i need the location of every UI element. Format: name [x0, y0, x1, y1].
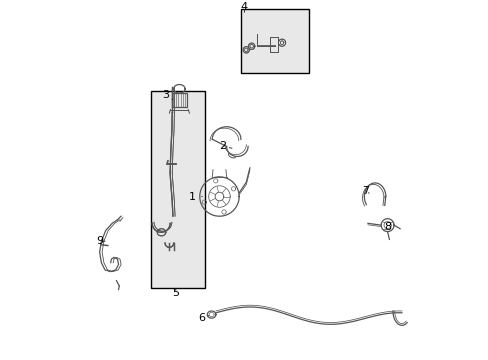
Bar [171, 93, 186, 107]
Text: 5: 5 [172, 288, 179, 298]
Bar [151, 91, 205, 288]
Text: 9: 9 [96, 236, 105, 246]
Text: 2: 2 [219, 141, 231, 152]
Bar [269, 37, 278, 51]
Text: 3: 3 [162, 90, 173, 100]
Text: 6: 6 [198, 313, 208, 323]
Bar [241, 9, 308, 73]
Text: 8: 8 [383, 222, 390, 232]
Text: 7: 7 [362, 186, 369, 196]
Text: 1: 1 [189, 192, 202, 202]
Bar [269, 37, 278, 51]
Text: 4: 4 [241, 2, 247, 12]
